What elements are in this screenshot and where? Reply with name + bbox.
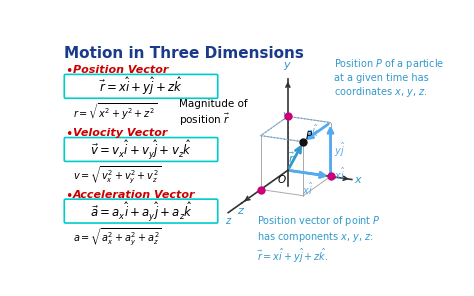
Text: $\vec{r}$: $\vec{r}$ — [288, 150, 295, 165]
Text: $y$: $y$ — [282, 110, 290, 122]
Text: Position $P$ of a particle
at a given time has
coordinates $x$, $y$, $z$.: Position $P$ of a particle at a given ti… — [334, 57, 445, 99]
Text: $z$: $z$ — [237, 206, 245, 216]
Text: $P$: $P$ — [305, 129, 313, 141]
Text: Position Vector: Position Vector — [73, 65, 169, 75]
Text: $x$: $x$ — [354, 175, 363, 184]
Text: $y\hat{j}$: $y\hat{j}$ — [334, 140, 346, 159]
Text: Velocity Vector: Velocity Vector — [73, 128, 168, 138]
Text: $a = \sqrt{a_x^2 + a_y^2 + a_z^2}$: $a = \sqrt{a_x^2 + a_y^2 + a_z^2}$ — [73, 226, 162, 248]
Text: $\vec{v} = v_x\hat{i} + v_y\hat{j} + v_z\hat{k}$: $\vec{v} = v_x\hat{i} + v_y\hat{j} + v_z… — [90, 138, 192, 161]
Text: $O$: $O$ — [277, 173, 287, 185]
Text: Position vector of point $P$
has components $x$, $y$, $z$:
$\vec{r} = x\hat{i} +: Position vector of point $P$ has compone… — [257, 214, 381, 265]
Text: •: • — [65, 128, 73, 141]
FancyBboxPatch shape — [64, 199, 218, 223]
Text: $v = \sqrt{v_x^2 + v_y^2 + v_z^2}$: $v = \sqrt{v_x^2 + v_y^2 + v_z^2}$ — [73, 165, 161, 186]
Text: Magnitude of
position $\vec{r}$: Magnitude of position $\vec{r}$ — [179, 99, 248, 128]
Text: Motion in Three Dimensions: Motion in Three Dimensions — [64, 46, 304, 61]
Text: $\vec{r} = x\hat{i} + y\hat{j} + z\hat{k}$: $\vec{r} = x\hat{i} + y\hat{j} + z\hat{k… — [99, 75, 183, 97]
Text: $\vec{a} = a_x\hat{i} + a_y\hat{j} + a_z\hat{k}$: $\vec{a} = a_x\hat{i} + a_y\hat{j} + a_z… — [90, 200, 192, 223]
FancyBboxPatch shape — [64, 138, 218, 161]
Text: •: • — [65, 189, 73, 202]
Text: $x\hat{i}$: $x\hat{i}$ — [334, 166, 346, 182]
Text: Acceleration Vector: Acceleration Vector — [73, 189, 196, 200]
Text: $x\hat{i}$: $x\hat{i}$ — [302, 181, 313, 197]
FancyBboxPatch shape — [64, 74, 218, 98]
Text: $z$: $z$ — [225, 216, 232, 226]
Text: $z\hat{k}$: $z\hat{k}$ — [307, 123, 319, 139]
Text: $r = \sqrt{x^2 + y^2 + z^2}$: $r = \sqrt{x^2 + y^2 + z^2}$ — [73, 102, 158, 122]
Text: $y$: $y$ — [283, 60, 292, 73]
Text: •: • — [65, 65, 73, 78]
